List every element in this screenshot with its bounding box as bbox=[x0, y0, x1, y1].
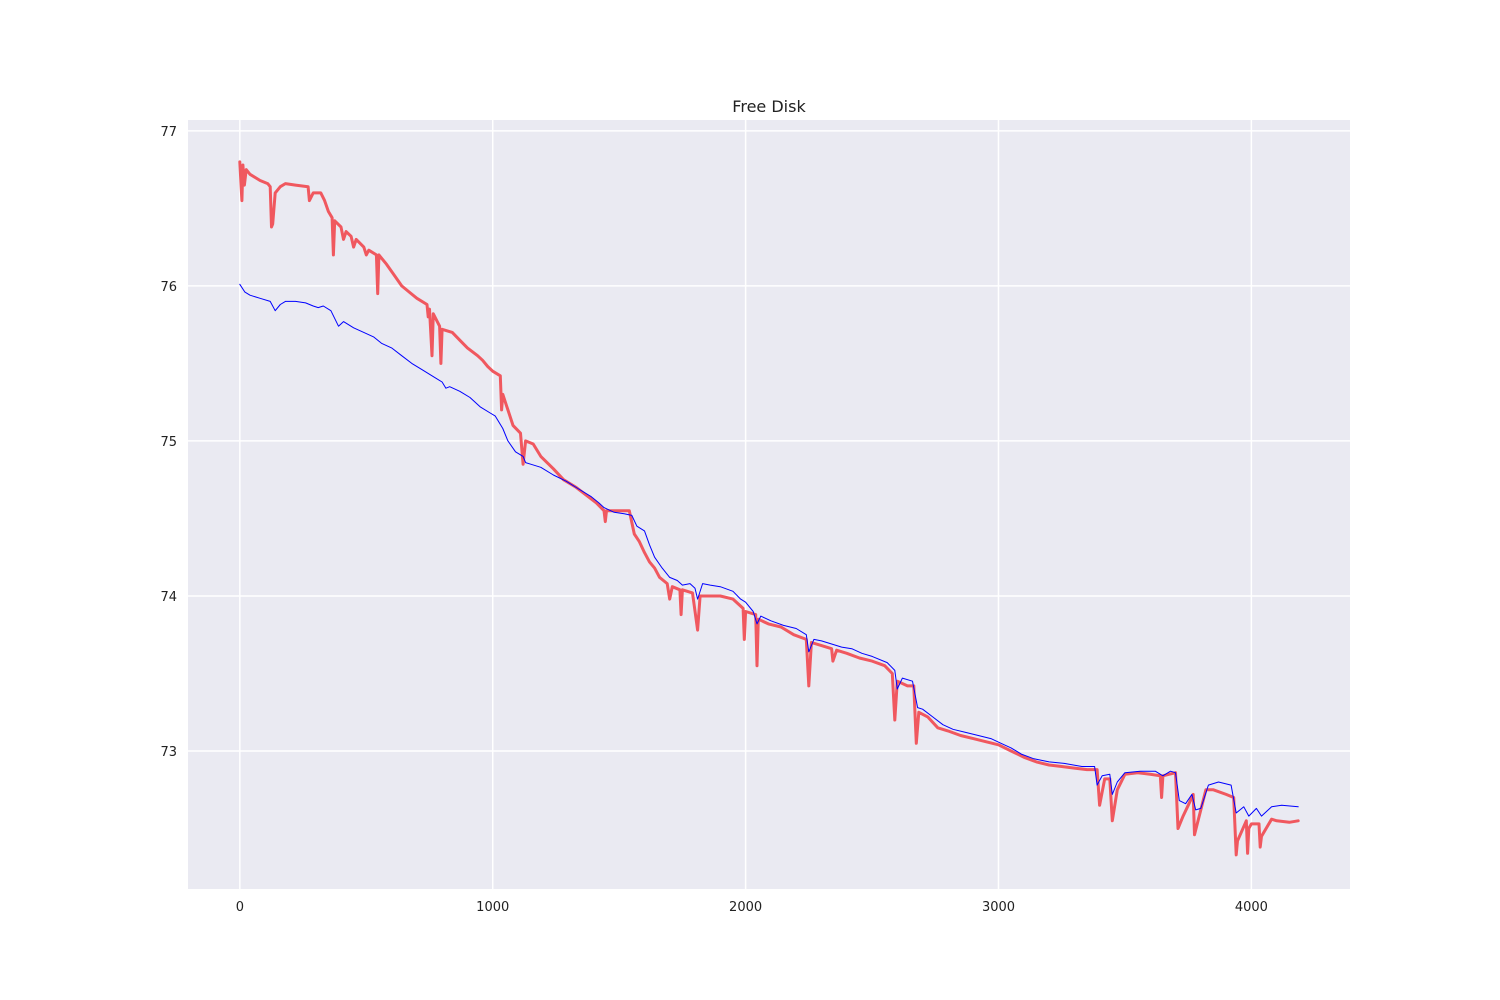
x-tick-label: 0 bbox=[236, 900, 244, 915]
series-line-2 bbox=[239, 283, 1299, 817]
y-axis-ticks: 73 74 75 76 77 bbox=[160, 125, 177, 760]
x-tick-label: 2000 bbox=[729, 900, 762, 915]
y-tick-label: 77 bbox=[160, 125, 177, 140]
y-tick-label: 75 bbox=[160, 435, 177, 450]
y-tick-label: 76 bbox=[160, 280, 177, 295]
chart-title: Free Disk bbox=[732, 97, 806, 116]
plot-area bbox=[188, 120, 1350, 889]
x-tick-label: 4000 bbox=[1235, 900, 1268, 915]
x-tick-label: 3000 bbox=[982, 900, 1015, 915]
grid-lines bbox=[188, 120, 1350, 889]
x-tick-label: 1000 bbox=[476, 900, 509, 915]
y-tick-label: 73 bbox=[160, 745, 177, 760]
x-axis-ticks: 0 1000 2000 3000 4000 bbox=[236, 900, 1268, 915]
y-tick-label: 74 bbox=[160, 590, 177, 605]
series-line-1 bbox=[238, 160, 1300, 857]
series-layer bbox=[238, 160, 1300, 857]
